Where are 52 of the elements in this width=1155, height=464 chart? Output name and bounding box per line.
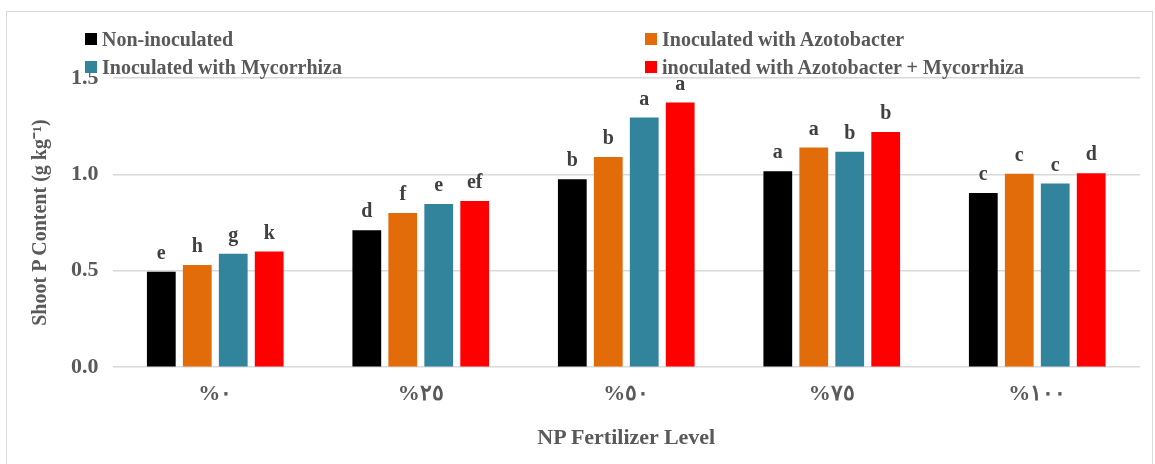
data-label: g	[228, 223, 239, 247]
x-axis-title: NP Fertilizer Level	[537, 424, 716, 450]
data-label: ef	[466, 170, 483, 193]
y-tick-label: 1.0	[71, 160, 99, 186]
x-tick-label: %٢٥	[397, 380, 444, 406]
bar	[871, 131, 901, 367]
legend-label: Inoculated with Azotobacter	[662, 28, 905, 50]
bar	[763, 171, 793, 367]
data-label: b	[602, 126, 614, 149]
legend-label: Non-inoculated	[102, 28, 234, 50]
data-label: k	[263, 220, 276, 243]
data-label: f	[399, 182, 407, 205]
y-tick-label: 0.0	[71, 352, 99, 378]
y-axis-title: Shoot P Content (g kg⁻¹)	[28, 119, 52, 326]
bar	[146, 271, 176, 367]
bar	[182, 265, 212, 367]
x-tick-label: %٠	[198, 380, 233, 406]
bar	[557, 179, 587, 367]
bar	[665, 102, 695, 367]
data-label: c	[1014, 142, 1024, 165]
data-label: e	[434, 173, 444, 196]
data-label: d	[361, 199, 373, 222]
bar	[218, 253, 248, 367]
data-label: d	[1085, 142, 1097, 165]
bar	[1076, 173, 1106, 367]
data-label: a	[639, 86, 650, 109]
bar	[388, 212, 418, 367]
data-label: e	[156, 240, 166, 263]
bar	[254, 251, 284, 367]
x-tick-label: %١٠٠	[1008, 380, 1067, 406]
data-label: c	[1050, 152, 1060, 175]
bar	[593, 157, 623, 367]
data-label: b	[880, 101, 892, 124]
bar	[968, 193, 998, 367]
bar	[352, 230, 382, 367]
x-tick-label: %٧٥	[808, 380, 855, 406]
y-tick-label: 0.5	[71, 256, 99, 282]
legend-label: Inoculated with Mycorrhiza	[102, 56, 342, 78]
x-tick-label: %٥٠	[603, 380, 650, 406]
bar	[1004, 173, 1034, 367]
bar	[1040, 183, 1070, 367]
data-label: b	[844, 121, 856, 144]
data-label: a	[808, 116, 819, 139]
bar	[460, 201, 490, 367]
data-label: a	[772, 140, 783, 163]
bar	[424, 204, 454, 367]
data-label: h	[191, 234, 203, 257]
bar	[629, 117, 659, 367]
bar	[799, 147, 829, 367]
bar	[835, 151, 865, 367]
data-label: c	[978, 162, 988, 185]
data-label: b	[566, 148, 578, 171]
